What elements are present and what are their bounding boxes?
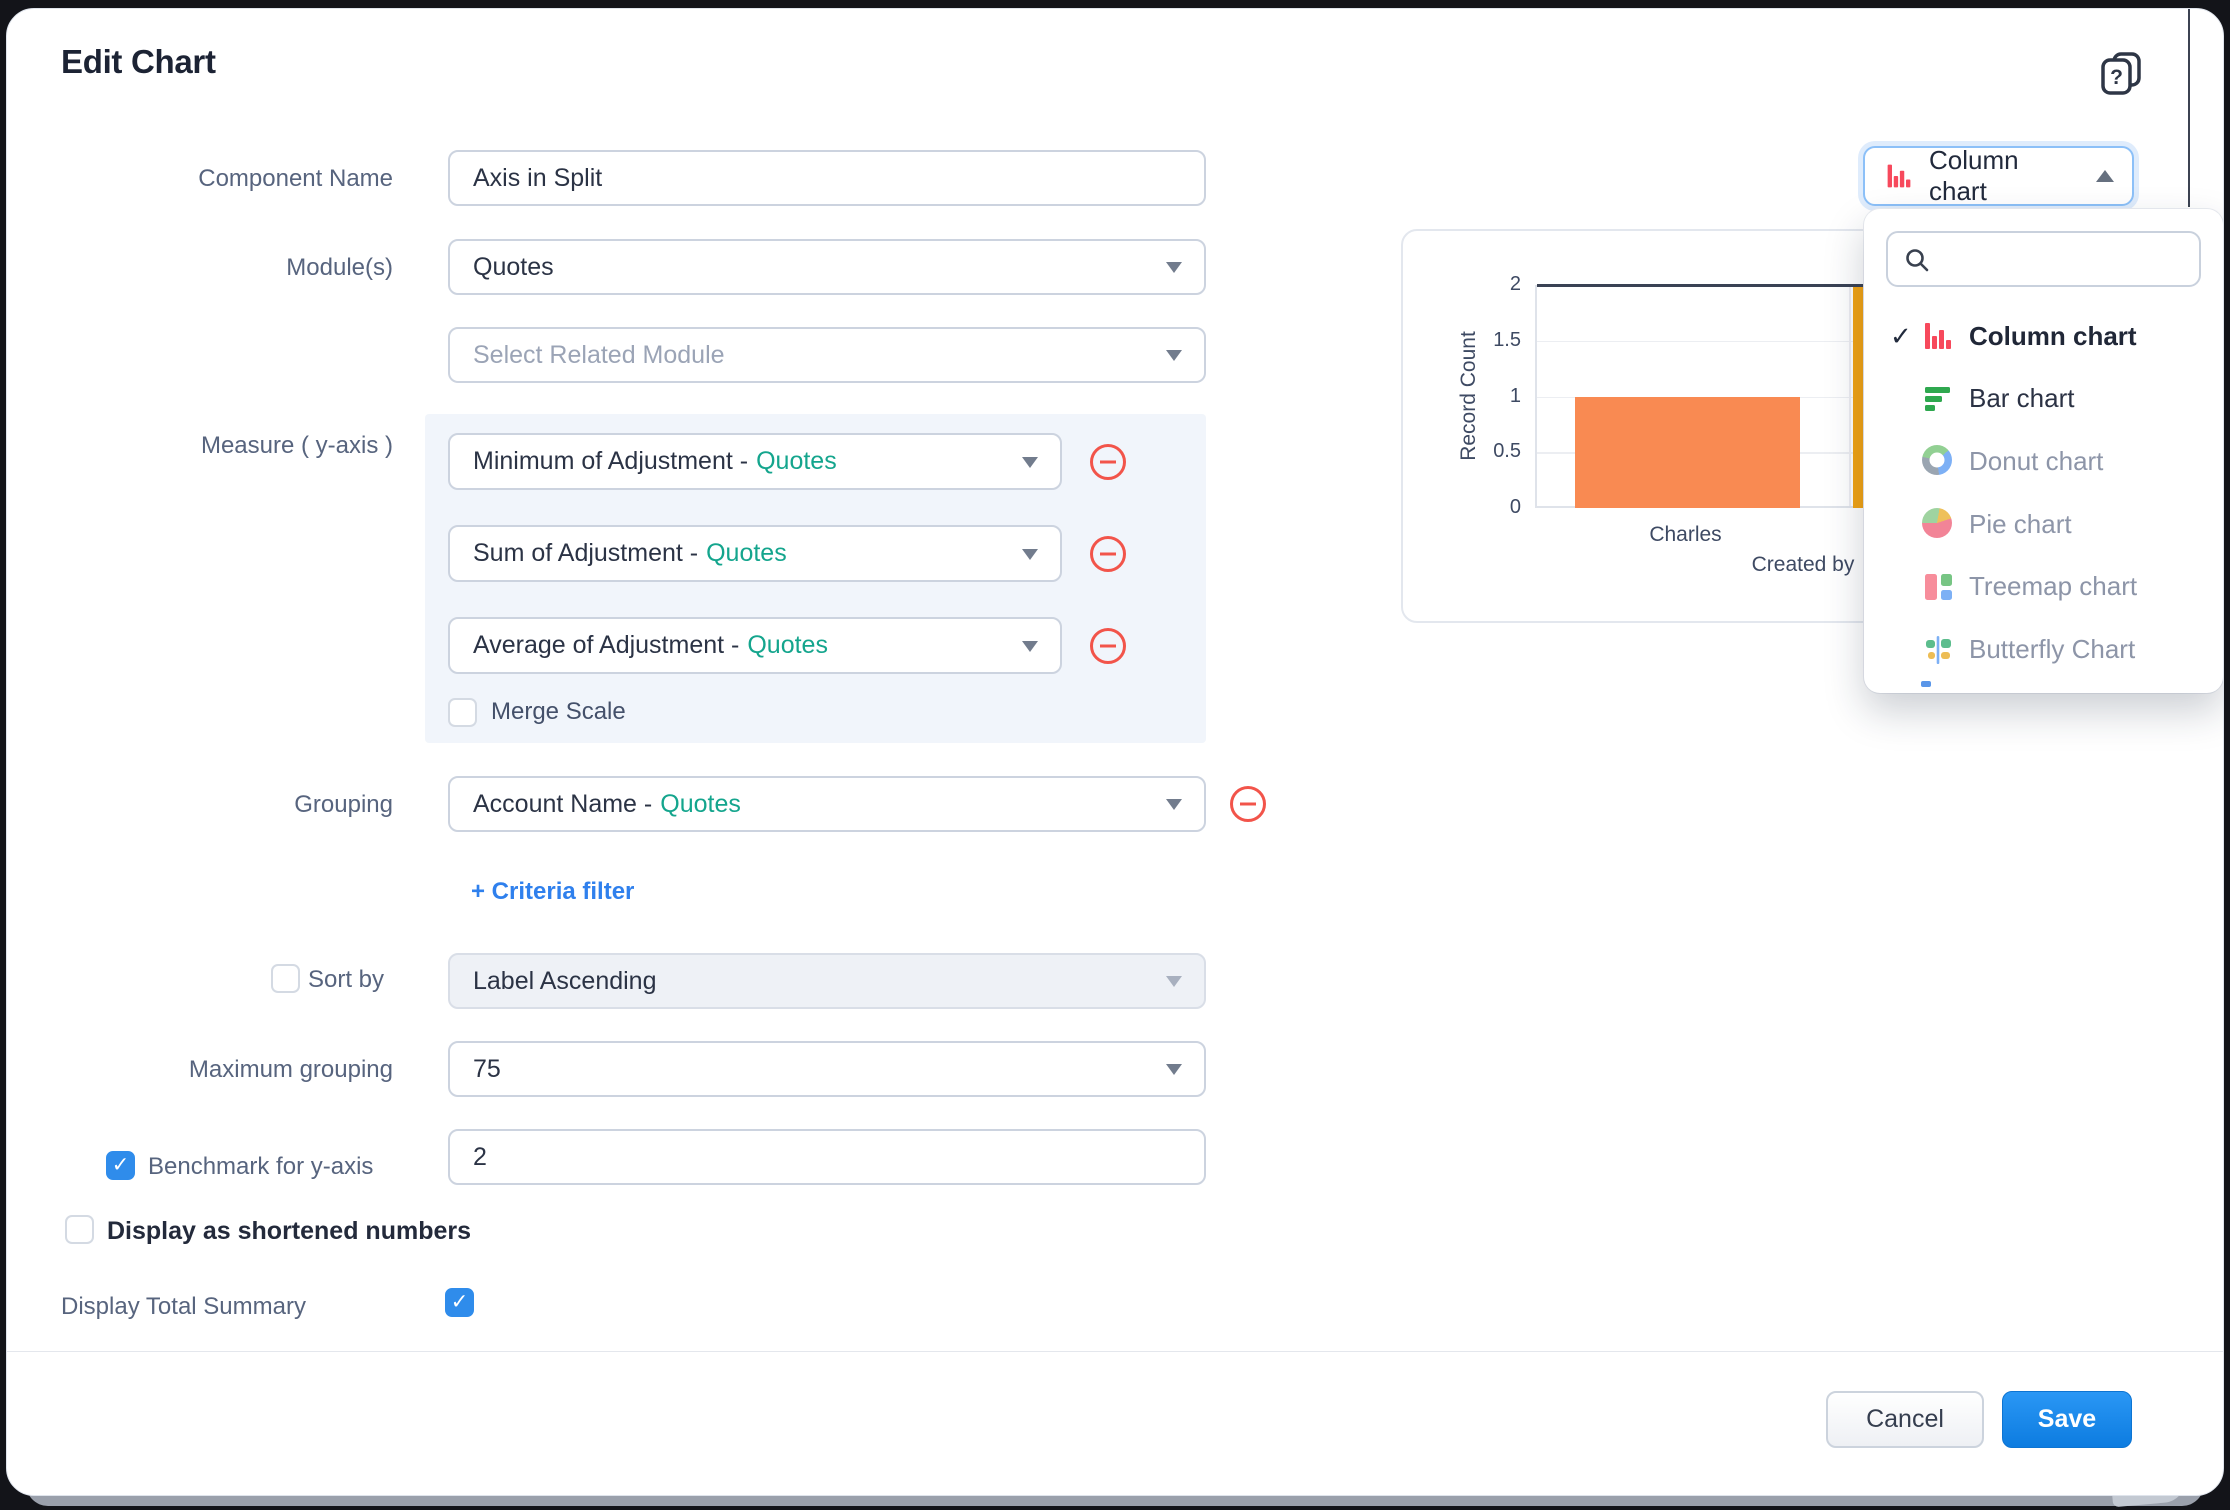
- cancel-button[interactable]: Cancel: [1826, 1391, 1984, 1448]
- modules-value: Quotes: [473, 252, 554, 281]
- maximum-grouping-label: Maximum grouping: [188, 1056, 393, 1083]
- y-tick-label: 1: [1509, 384, 1521, 407]
- chevron-down-icon: [1022, 548, 1038, 560]
- next-option-peek-icon: [1921, 681, 1931, 687]
- measure-select-3[interactable]: Average of Adjustment - Quotes: [448, 617, 1062, 674]
- total-summary-label: Display Total Summary: [61, 1293, 306, 1320]
- chevron-down-icon: [1166, 799, 1182, 810]
- chart-type-option[interactable]: Butterfly Chart: [1864, 619, 2223, 681]
- help-icon[interactable]: ?: [2097, 51, 2147, 99]
- related-module-placeholder: Select Related Module: [473, 340, 725, 369]
- benchmark-checkbox[interactable]: [106, 1151, 135, 1180]
- chart-type-option-label: Donut chart: [1969, 445, 2104, 476]
- chevron-down-icon: [1022, 640, 1038, 652]
- measure-select-2[interactable]: Sum of Adjustment - Quotes: [448, 525, 1062, 582]
- sort-by-value: Label Ascending: [473, 966, 657, 995]
- chart-type-option-label: Pie chart: [1969, 508, 2072, 539]
- chevron-down-icon: [1166, 262, 1182, 273]
- chevron-up-icon: [2096, 170, 2114, 182]
- grouping-select[interactable]: Account Name - Quotes: [448, 776, 1206, 832]
- shortened-numbers-checkbox[interactable]: [65, 1215, 94, 1244]
- treemap-chart-icon: [1922, 571, 1954, 603]
- chart-type-option-label: Butterfly Chart: [1969, 634, 2136, 664]
- measure-field: Average of Adjustment -: [473, 631, 740, 659]
- butterfly-chart-icon: [1922, 634, 1954, 666]
- chart-type-option-label: Treemap chart: [1969, 571, 2138, 602]
- measure-field: Sum of Adjustment -: [473, 539, 699, 567]
- chart-type-option-label: Bar chart: [1969, 383, 2075, 414]
- footer-divider: [7, 1351, 2223, 1352]
- chart-type-option[interactable]: Donut chart: [1864, 430, 2223, 492]
- benchmark-input[interactable]: [448, 1129, 1206, 1185]
- y-tick-label: 2: [1509, 273, 1521, 295]
- component-name-value[interactable]: [473, 163, 1181, 193]
- measure-module: Quotes: [756, 447, 837, 475]
- pie-chart-icon: [1922, 508, 1954, 540]
- x-axis-title: Created by: [1751, 553, 1855, 576]
- grouping-module: Quotes: [660, 789, 741, 818]
- grouping-label: Grouping: [294, 791, 393, 818]
- chart-type-option[interactable]: Pie chart: [1864, 493, 2223, 555]
- measure-select-1[interactable]: Minimum of Adjustment - Quotes: [448, 433, 1062, 490]
- grouping-field: Account Name -: [473, 789, 653, 818]
- sort-by-checkbox[interactable]: [271, 964, 300, 993]
- remove-measure-2-icon[interactable]: [1090, 536, 1126, 572]
- chart-type-option[interactable]: ✓ Column chart: [1864, 305, 2223, 367]
- gridline: [1849, 285, 1851, 506]
- sort-by-select[interactable]: Label Ascending: [448, 953, 1206, 1009]
- y-tick-label: 1.5: [1493, 328, 1521, 351]
- benchmark-value[interactable]: [473, 1142, 1181, 1172]
- check-icon: ✓: [1890, 320, 1912, 351]
- chevron-down-icon: [1166, 1064, 1182, 1075]
- chart-type-search[interactable]: [1886, 231, 2201, 287]
- merge-scale-label: Merge Scale: [491, 698, 626, 725]
- edit-chart-dialog: Edit Chart ? Component Name Module(s) Qu…: [6, 8, 2224, 1496]
- y-tick-label: 0: [1509, 496, 1521, 518]
- svg-text:?: ?: [2110, 66, 2123, 89]
- measure-label: Measure ( y-axis ): [200, 432, 393, 459]
- chart-type-search-input[interactable]: [1944, 244, 2185, 274]
- benchmark-label: Benchmark for y-axis: [148, 1153, 374, 1180]
- page-title: Edit Chart: [61, 43, 216, 80]
- merge-scale-checkbox[interactable]: [448, 698, 477, 727]
- remove-measure-1-icon[interactable]: [1090, 444, 1126, 480]
- component-name-label: Component Name: [198, 165, 393, 192]
- measure-module: Quotes: [706, 539, 787, 567]
- y-tick-label: 0.5: [1493, 440, 1521, 463]
- chart-type-selected-label: Column chart: [1929, 145, 2019, 206]
- component-name-input[interactable]: [448, 150, 1206, 206]
- category-label: Charles: [1649, 523, 1722, 546]
- chart-type-dropdown: ✓ Column chart Bar chart Donut chart Pie cha…: [1864, 209, 2223, 693]
- related-module-select[interactable]: Select Related Module: [448, 327, 1206, 383]
- bar-chart-icon: [1922, 383, 1954, 415]
- column-chart-icon: [1885, 162, 1913, 190]
- modules-select[interactable]: Quotes: [448, 239, 1206, 295]
- search-icon: [1906, 249, 1929, 272]
- chevron-down-icon: [1166, 976, 1182, 987]
- chart-type-button[interactable]: Column chart: [1863, 145, 2134, 206]
- maximum-grouping-select[interactable]: 75: [448, 1041, 1206, 1097]
- measure-module: Quotes: [747, 631, 828, 659]
- benchmark-line: [1537, 284, 2183, 287]
- remove-measure-3-icon[interactable]: [1090, 628, 1126, 664]
- remove-grouping-icon[interactable]: [1230, 786, 1266, 822]
- chevron-down-icon: [1022, 456, 1038, 468]
- bar-Charles: [1575, 396, 1800, 508]
- measure-field: Minimum of Adjustment -: [473, 447, 749, 475]
- save-button[interactable]: Save: [2002, 1391, 2132, 1448]
- panel-edge-divider: [2188, 9, 2190, 207]
- chevron-down-icon: [1166, 350, 1182, 361]
- chart-type-option[interactable]: Treemap chart: [1864, 556, 2223, 618]
- donut-chart-icon: [1922, 445, 1954, 477]
- chart-type-option-label: Column chart: [1969, 320, 2137, 351]
- maximum-grouping-value: 75: [473, 1054, 501, 1083]
- shortened-numbers-label: Display as shortened numbers: [107, 1217, 472, 1245]
- column-chart-icon: [1922, 320, 1954, 352]
- chart-type-option[interactable]: Bar chart: [1864, 368, 2223, 430]
- criteria-filter-link[interactable]: + Criteria filter: [471, 878, 635, 905]
- modules-label: Module(s): [286, 254, 393, 281]
- total-summary-checkbox[interactable]: [445, 1288, 474, 1317]
- sort-by-label: Sort by: [308, 966, 385, 993]
